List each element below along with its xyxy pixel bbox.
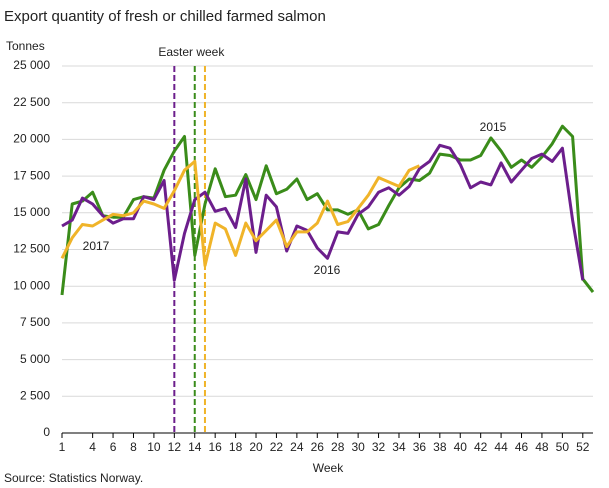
- x-tick-label: 16: [208, 440, 222, 454]
- x-axis-label: Week: [313, 461, 344, 475]
- x-tick-label: 28: [331, 440, 345, 454]
- x-tick-label: 8: [130, 440, 137, 454]
- x-tick-label: 26: [311, 440, 325, 454]
- chart-title: Export quantity of fresh or chilled farm…: [4, 8, 326, 25]
- y-tick-label: 22 500: [13, 95, 50, 109]
- x-tick-label: 6: [110, 440, 117, 454]
- x-tick-label: 30: [351, 440, 365, 454]
- x-tick-label: 46: [515, 440, 529, 454]
- y-tick-label: 7 500: [20, 315, 50, 329]
- x-tick-label: 32: [372, 440, 386, 454]
- x-tick-label: 40: [454, 440, 468, 454]
- source: Source: Statistics Norway.: [4, 471, 143, 485]
- series-label: 2017: [83, 239, 110, 253]
- series-label: 2016: [314, 263, 341, 277]
- x-tick-label: 50: [556, 440, 570, 454]
- annotation: Easter week: [158, 45, 225, 59]
- x-tick-label: 10: [147, 440, 161, 454]
- x-tick-label: 20: [249, 440, 263, 454]
- x-tick-label: 24: [290, 440, 304, 454]
- y-tick-label: 10 000: [13, 278, 50, 292]
- x-tick-label: 44: [494, 440, 508, 454]
- y-tick-label: 15 000: [13, 205, 50, 219]
- x-tick-label: 1: [59, 440, 66, 454]
- x-tick-label: 48: [535, 440, 549, 454]
- y-tick-label: 17 500: [13, 168, 50, 182]
- x-tick-label: 22: [270, 440, 284, 454]
- x-tick-label: 14: [188, 440, 202, 454]
- y-tick-label: 25 000: [13, 58, 50, 72]
- y-axis-label: Tonnes: [6, 39, 45, 53]
- x-tick-label: 38: [433, 440, 447, 454]
- series-line: [60, 159, 420, 268]
- y-tick-label: 12 500: [13, 242, 50, 256]
- x-tick-label: 36: [413, 440, 427, 454]
- series-line: [61, 143, 585, 282]
- x-tick-label: 4: [89, 440, 96, 454]
- x-tick-label: 52: [576, 440, 590, 454]
- y-tick-label: 2 500: [20, 388, 50, 402]
- x-tick-label: 34: [392, 440, 406, 454]
- y-tick-label: 0: [43, 425, 50, 439]
- y-tick-label: 5 000: [20, 352, 50, 366]
- x-tick-label: 42: [474, 440, 488, 454]
- y-tick-label: 20 000: [13, 132, 50, 146]
- x-tick-label: 12: [168, 440, 182, 454]
- x-tick-label: 18: [229, 440, 243, 454]
- series-label: 2015: [480, 120, 507, 134]
